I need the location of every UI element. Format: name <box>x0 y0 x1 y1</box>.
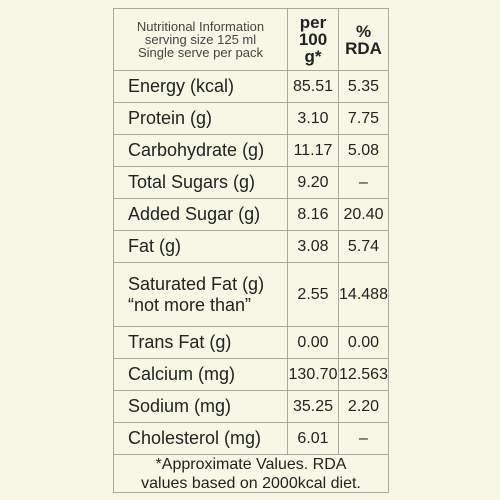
per100-value: 35.25 <box>292 397 334 415</box>
rda-cell: 14.488 <box>338 262 389 327</box>
header-line: % <box>355 21 372 41</box>
rda-value: 20.40 <box>343 205 384 223</box>
header-rda: % RDA <box>338 8 389 71</box>
per100-value: 3.10 <box>297 109 329 127</box>
per100-value: 6.01 <box>297 429 329 447</box>
nutrient-label: Calcium (mg) <box>113 358 288 391</box>
footnote-line: values based on 2000kcal diet. <box>141 474 361 492</box>
nutrient-label: Protein (g) <box>113 102 288 135</box>
header-line: Single serve per pack <box>137 45 263 60</box>
rda-value: 7.75 <box>347 109 380 127</box>
nutrient-name: Trans Fat (g) <box>128 332 232 352</box>
per100-value: 9.20 <box>297 173 329 191</box>
rda-value: – <box>359 429 368 447</box>
rda-cell: 7.75 <box>338 102 389 135</box>
per100-cell: 130.70 <box>287 358 339 391</box>
nutrient-name: Energy (kcal) <box>128 76 235 96</box>
header-per100: per 100 g* <box>287 8 339 71</box>
rda-cell: 5.08 <box>338 134 389 167</box>
per100-value: 130.70 <box>288 365 338 383</box>
per100-value: 85.51 <box>292 77 334 95</box>
per100-cell: 3.08 <box>287 230 339 263</box>
rda-value: 12.563 <box>339 365 388 383</box>
per100-cell: 8.16 <box>287 198 339 231</box>
header-line: 100 <box>298 30 328 49</box>
rda-cell: 5.74 <box>338 230 389 263</box>
nutrient-name: Added Sugar (g) <box>128 204 261 224</box>
footnote-line: *Approximate Values. RDA <box>155 455 347 473</box>
rda-cell: 12.563 <box>338 358 389 391</box>
nutrient-name: Saturated Fat (g) <box>128 273 265 294</box>
nutrient-label: Saturated Fat (g) “not more than” <box>113 262 288 327</box>
per100-cell: 0.00 <box>287 326 339 359</box>
header-description: Nutritional Information serving size 125 … <box>113 8 288 71</box>
per100-cell: 85.51 <box>287 70 339 103</box>
rda-value: – <box>359 173 368 191</box>
rda-value: 14.488 <box>339 285 388 303</box>
nutrient-name: Carbohydrate (g) <box>128 140 265 160</box>
nutrient-label: Sodium (mg) <box>113 390 288 423</box>
nutrient-name: Calcium (mg) <box>128 364 236 384</box>
footnote: *Approximate Values. RDA values based on … <box>113 454 389 493</box>
rda-value: 2.20 <box>347 397 380 415</box>
nutrient-name: Sodium (mg) <box>128 396 232 416</box>
per100-cell: 35.25 <box>287 390 339 423</box>
header-line: per <box>299 13 327 32</box>
per100-value: 2.55 <box>297 285 329 303</box>
header-line: g* <box>304 47 322 66</box>
nutrient-label: Added Sugar (g) <box>113 198 288 231</box>
per100-cell: 6.01 <box>287 422 339 455</box>
header-line: Nutritional Information <box>136 19 265 34</box>
rda-cell: 2.20 <box>338 390 389 423</box>
rda-value: 5.08 <box>347 141 380 159</box>
nutrient-label: Total Sugars (g) <box>113 166 288 199</box>
nutrient-label: Cholesterol (mg) <box>113 422 288 455</box>
header-line: serving size 125 ml <box>144 32 257 47</box>
rda-value: 5.74 <box>347 237 380 255</box>
per100-value: 11.17 <box>293 141 333 159</box>
per100-cell: 11.17 <box>287 134 339 167</box>
nutrient-name: Protein (g) <box>128 108 213 128</box>
per100-cell: 3.10 <box>287 102 339 135</box>
nutrient-label: Energy (kcal) <box>113 70 288 103</box>
nutrient-label: Fat (g) <box>113 230 288 263</box>
per100-cell: 9.20 <box>287 166 339 199</box>
nutrient-name: “not more than” <box>128 294 252 315</box>
rda-cell: 5.35 <box>338 70 389 103</box>
per100-value: 8.16 <box>297 205 329 223</box>
nutrient-label: Trans Fat (g) <box>113 326 288 359</box>
nutrient-name: Cholesterol (mg) <box>128 428 262 448</box>
per100-value: 3.08 <box>297 237 329 255</box>
rda-cell: – <box>338 422 389 455</box>
rda-value: 5.35 <box>347 77 380 95</box>
rda-cell: – <box>338 166 389 199</box>
per100-value: 0.00 <box>297 333 329 351</box>
nutrient-name: Total Sugars (g) <box>128 172 256 192</box>
header-line: RDA <box>345 38 382 58</box>
rda-cell: 20.40 <box>338 198 389 231</box>
nutrient-label: Carbohydrate (g) <box>113 134 288 167</box>
rda-cell: 0.00 <box>338 326 389 359</box>
rda-value: 0.00 <box>347 333 380 351</box>
per100-cell: 2.55 <box>287 262 339 327</box>
nutrient-name: Fat (g) <box>128 236 182 256</box>
